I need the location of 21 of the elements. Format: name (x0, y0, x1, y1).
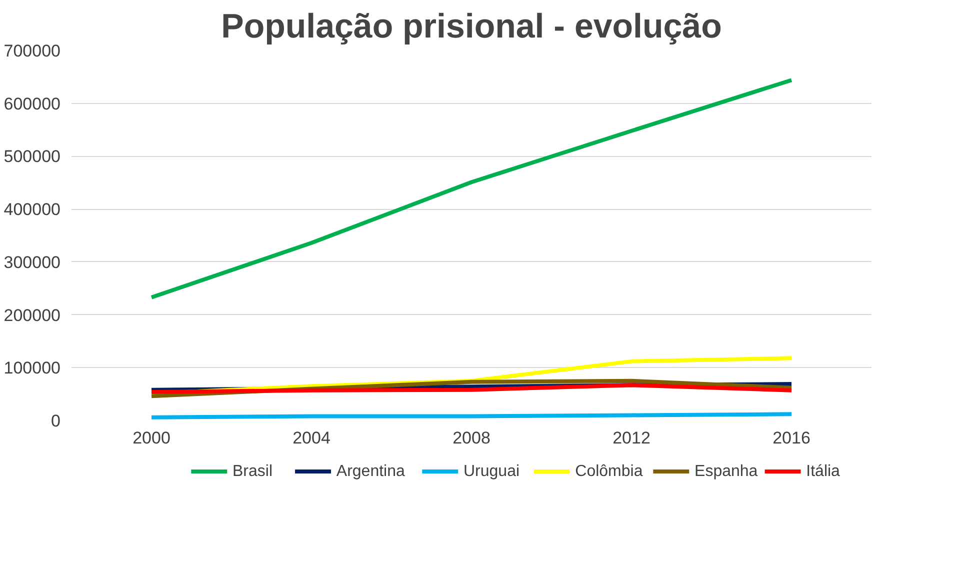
x-tick-label: 2016 (772, 428, 810, 448)
chart-title: População prisional - evolução (221, 8, 722, 46)
legend-label: Itália (806, 463, 840, 480)
y-tick-label: 400000 (4, 200, 61, 220)
legend-label: Uruguai (464, 463, 520, 480)
x-tick-label: 2004 (292, 428, 330, 448)
legend-label: Colômbia (575, 463, 643, 480)
y-tick-label: 600000 (4, 94, 61, 114)
y-tick-label: 500000 (4, 147, 61, 166)
line-series (150, 78, 794, 300)
y-tick-label: 300000 (4, 252, 61, 272)
x-tick-label: 2012 (612, 428, 650, 448)
y-tick-label: 0 (51, 412, 61, 430)
y-tick-label: 100000 (4, 358, 61, 378)
x-tick-label: 2000 (132, 428, 170, 448)
legend-label: Espanha (694, 463, 758, 480)
y-tick-label: 700000 (4, 42, 61, 60)
legend-label: Brasil (232, 463, 273, 480)
x-tick-label: 2008 (452, 428, 490, 448)
legend-label: Argentina (336, 463, 405, 480)
y-tick-label: 200000 (4, 306, 61, 325)
